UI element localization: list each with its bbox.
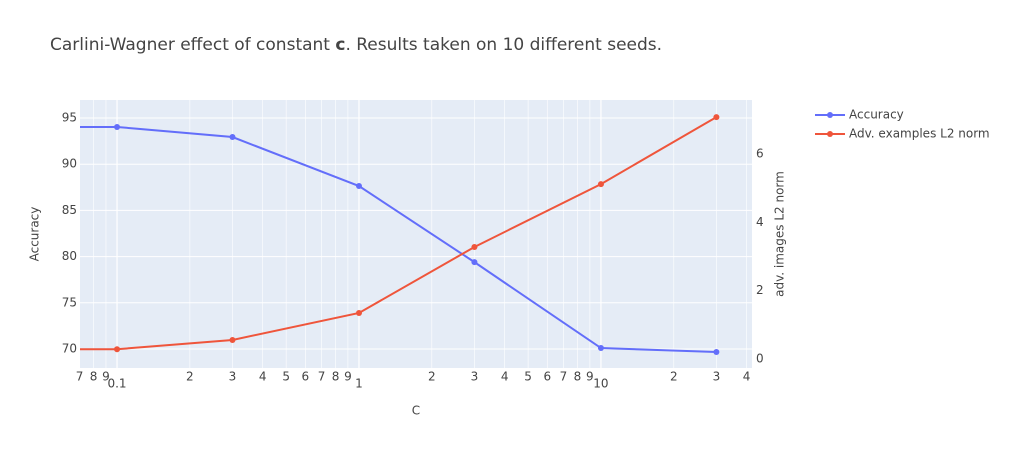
- x-tick-label: 8: [90, 370, 98, 384]
- point: [229, 134, 236, 141]
- x-tick-label: 8: [332, 370, 340, 384]
- legend-marker: [827, 131, 833, 137]
- x-tick-label: 4: [501, 370, 509, 384]
- legend-label: Adv. examples L2 norm: [849, 127, 990, 141]
- point: [471, 259, 478, 266]
- point: [114, 123, 121, 130]
- x-tick-label: 9: [102, 370, 110, 384]
- point: [597, 181, 604, 188]
- legend-label: Accuracy: [849, 108, 904, 122]
- legend-marker: [827, 112, 833, 118]
- point: [114, 346, 121, 353]
- x-tick-label: 1: [355, 377, 363, 391]
- y2-tick-label: 4: [756, 215, 764, 229]
- x-tick-label: 4: [743, 370, 751, 384]
- x-tick-label: 7: [560, 370, 568, 384]
- point: [597, 345, 604, 352]
- y2-axis-label: adv. images L2 norm: [773, 171, 787, 297]
- point: [229, 336, 236, 343]
- grid: [79, 100, 752, 368]
- x-tick-label: 9: [586, 370, 594, 384]
- x-tick-label: 5: [524, 370, 532, 384]
- y-tick-label: 70: [62, 341, 77, 355]
- y-axis-label: Accuracy: [28, 207, 42, 262]
- point: [355, 183, 362, 190]
- title-part: . Results taken on 10 different seeds.: [345, 35, 662, 55]
- y-tick-label: 75: [62, 295, 77, 309]
- x-tick-label: 5: [282, 370, 290, 384]
- y2-tick-label: 2: [756, 283, 764, 297]
- x-tick-label: 3: [471, 370, 479, 384]
- chart-title: Carlini-Wagner effect of constant c. Res…: [50, 35, 662, 55]
- x-tick-label: 3: [229, 370, 237, 384]
- x-axis-label: C: [412, 404, 420, 418]
- x-tick-label: 7: [76, 370, 84, 384]
- x-tick-label: 2: [428, 370, 436, 384]
- x-tick-label: 6: [543, 370, 551, 384]
- point: [713, 114, 720, 121]
- point: [713, 349, 720, 356]
- x-tick-label: 7: [318, 370, 326, 384]
- y-tick-label: 85: [62, 203, 77, 217]
- x-tick-label: 8: [574, 370, 582, 384]
- y-tick-label: 95: [62, 111, 77, 125]
- x-tick-label: 10: [593, 377, 608, 391]
- plot-area: [80, 100, 752, 368]
- y2-tick-label: 6: [756, 147, 764, 161]
- point: [355, 309, 362, 316]
- lines: [80, 114, 720, 356]
- y-tick-label: 80: [62, 249, 77, 263]
- y2-tick-label: 0: [756, 352, 764, 366]
- title-part: c: [335, 35, 345, 55]
- x-tick-label: 2: [670, 370, 678, 384]
- x-tick-label: 3: [713, 370, 721, 384]
- x-tick-label: 2: [186, 370, 194, 384]
- point: [471, 243, 478, 250]
- x-tick-label: 9: [344, 370, 352, 384]
- title-part: Carlini-Wagner effect of constant: [50, 35, 335, 55]
- y-tick-label: 90: [62, 157, 77, 171]
- x-tick-label: 6: [301, 370, 309, 384]
- x-tick-label: 4: [259, 370, 267, 384]
- x-tick-label: 0.1: [107, 377, 126, 391]
